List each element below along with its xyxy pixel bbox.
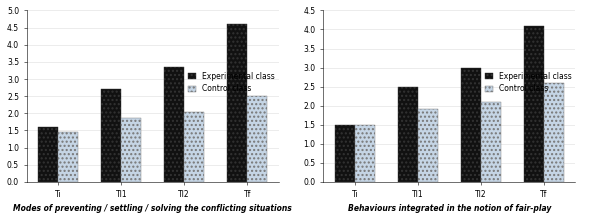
X-axis label: Behaviours integrated in the notion of fair-play: Behaviours integrated in the notion of f… [347,204,551,213]
Bar [335,125,355,182]
Legend: Experimental class, Control class: Experimental class, Control class [483,70,573,95]
Bar [247,96,268,182]
Bar [101,89,122,182]
Legend: Experimental class, Control class: Experimental class, Control class [187,70,277,95]
Bar [544,83,564,182]
Bar [122,118,141,182]
Bar [461,68,481,182]
X-axis label: Modes of preventing / settling / solving the conflicting situations: Modes of preventing / settling / solving… [13,204,292,213]
Bar [398,87,418,182]
Bar [355,125,375,182]
Bar [184,112,204,182]
Bar [38,127,58,182]
Bar [418,110,438,182]
Bar [227,24,247,182]
Bar [524,26,544,182]
Bar [164,67,184,182]
Bar [58,132,79,182]
Bar [481,102,501,182]
